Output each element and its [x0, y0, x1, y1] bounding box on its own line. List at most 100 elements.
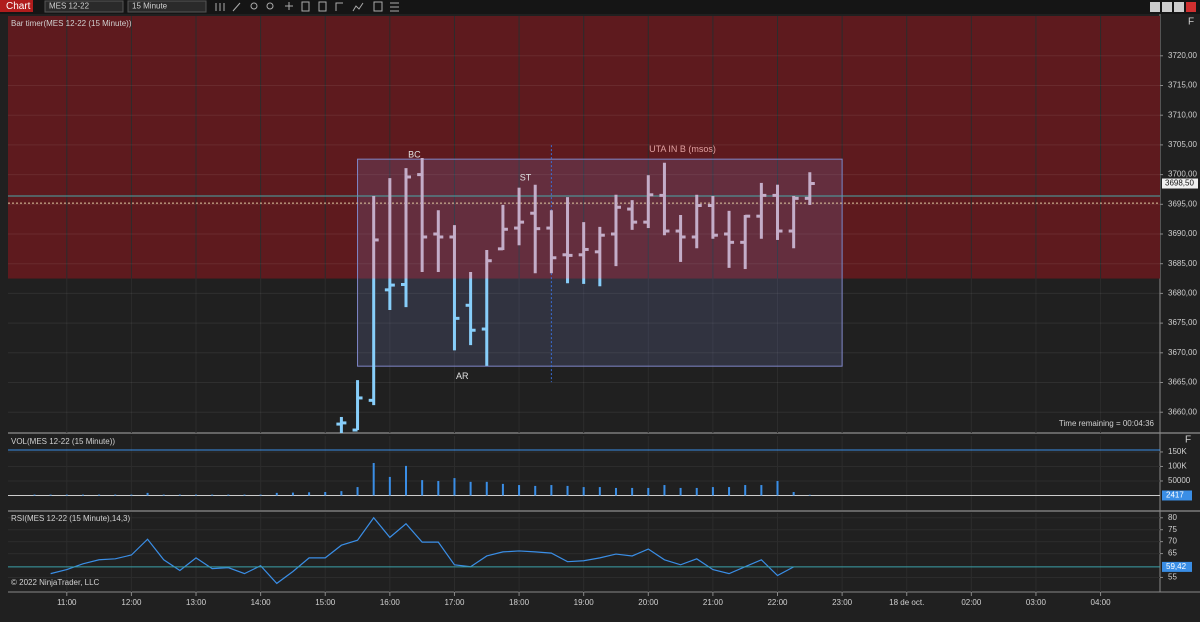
volume-bar — [469, 481, 472, 496]
volume-bar — [372, 462, 375, 496]
last-rsi-box — [1162, 561, 1192, 572]
panel-menu[interactable]: F — [1188, 17, 1194, 28]
y-tick-label: 3660,00 — [1168, 407, 1197, 416]
volume-bar — [81, 494, 84, 496]
volume-bar — [291, 492, 294, 496]
volume-bar — [114, 494, 117, 496]
annotation: UTA IN B (msos) — [649, 144, 716, 154]
y-tick-label: 3690,00 — [1168, 229, 1197, 238]
x-tick-label: 15:00 — [315, 598, 336, 607]
panel: BC ST AR UTA IN B (msos) — [8, 16, 1160, 433]
volume-bar — [275, 492, 278, 496]
volume-bar — [614, 487, 617, 496]
volume-bar — [308, 492, 311, 496]
volume-bar — [582, 487, 585, 496]
instrument-select[interactable] — [44, 0, 124, 13]
panel-title: RSI(MES 12-22 (15 Minute),14,3) — [11, 514, 130, 523]
volume-bar — [647, 487, 650, 496]
volume-bar — [33, 494, 36, 496]
volume-bar — [211, 494, 214, 496]
volume-bar — [227, 494, 230, 496]
y-tick-label: 65 — [1168, 549, 1177, 558]
interval-select[interactable] — [127, 0, 207, 13]
volume-bar — [534, 485, 537, 496]
chart-tab[interactable] — [0, 0, 33, 12]
plot-layer: BC ST AR UTA IN B (msos) 3660,00 3665,00 3670,… — [8, 16, 1198, 607]
y-tick-label: 3665,00 — [1168, 378, 1197, 387]
volume-bar — [776, 480, 779, 496]
x-tick-label: 17:00 — [444, 598, 465, 607]
volume-bar — [404, 465, 407, 496]
panel-menu[interactable]: F — [1185, 435, 1191, 446]
volume-bar — [550, 485, 553, 496]
last-volume-label: 2417 — [1166, 491, 1184, 500]
y-tick-label: 3705,00 — [1168, 140, 1197, 149]
volume-bar — [195, 494, 198, 496]
panel-title: VOL(MES 12-22 (15 Minute)) — [11, 437, 115, 446]
x-tick-label: 02:00 — [961, 598, 982, 607]
y-tick-label: 3700,00 — [1168, 170, 1197, 179]
x-tick-label: 19:00 — [574, 598, 595, 607]
x-tick-label: 22:00 — [767, 598, 788, 607]
annotation: AR — [456, 371, 469, 381]
x-tick-label: 23:00 — [832, 598, 853, 607]
volume-bar — [760, 485, 763, 496]
x-tick-label: 18 de oct. — [889, 598, 924, 607]
x-tick-label: 20:00 — [638, 598, 659, 607]
volume-bar — [728, 487, 731, 496]
x-tick-label: 14:00 — [251, 598, 272, 607]
panel-title: Bar timer(MES 12-22 (15 Minute)) — [11, 19, 132, 28]
panel — [8, 436, 1160, 510]
volume-bar — [421, 480, 424, 496]
y-tick-label: 3680,00 — [1168, 289, 1197, 298]
y-tick-label: 150K — [1168, 447, 1187, 456]
y-tick-label: 3715,00 — [1168, 81, 1197, 90]
toolbar-icons[interactable] — [215, 1, 399, 12]
y-tick-label: 3685,00 — [1168, 259, 1197, 268]
volume-bar — [98, 494, 101, 496]
volume-bar — [501, 483, 504, 496]
annotation: ST — [520, 173, 532, 183]
volume-bar — [711, 487, 714, 496]
last-rsi-label: 59,42 — [1166, 562, 1187, 571]
window-buttons[interactable] — [1150, 2, 1196, 12]
y-tick-label: 3670,00 — [1168, 348, 1197, 357]
volume-bar — [695, 487, 698, 496]
panel — [8, 513, 1160, 592]
volume-bar — [162, 494, 165, 496]
annotation: BC — [408, 149, 421, 159]
volume-bar — [598, 487, 601, 496]
toolbar — [0, 0, 1200, 14]
volume-bar — [324, 492, 327, 496]
x-tick-label: 03:00 — [1026, 598, 1047, 607]
y-tick-label: 70 — [1168, 537, 1177, 546]
y-tick-label: 50000 — [1168, 476, 1191, 485]
volume-bar — [808, 494, 811, 496]
x-tick-label: 13:00 — [186, 598, 207, 607]
time-remaining: Time remaining = 00:04:36 — [1059, 419, 1155, 428]
volume-bar — [744, 485, 747, 496]
x-tick-label: 21:00 — [703, 598, 724, 607]
y-tick-label: 80 — [1168, 513, 1177, 522]
volume-bar — [49, 494, 52, 496]
x-tick-label: 11:00 — [57, 598, 77, 607]
copyright: © 2022 NinjaTrader, LLC — [11, 578, 100, 587]
interval-label: 15 Minute — [132, 2, 168, 11]
last-price-label: 3698,50 — [1165, 179, 1194, 188]
y-tick-label: 100K — [1168, 462, 1187, 471]
y-tick-label: 3720,00 — [1168, 51, 1197, 60]
volume-bar — [243, 494, 246, 496]
volume-bar — [437, 480, 440, 496]
volume-bar — [631, 487, 634, 496]
last-price-box — [1162, 178, 1198, 189]
volume-bar — [566, 485, 569, 496]
volume-bar — [259, 494, 262, 496]
y-tick-label: 75 — [1168, 525, 1177, 534]
volume-bar — [178, 494, 181, 496]
y-tick-label: 3710,00 — [1168, 110, 1197, 119]
volume-bar — [485, 481, 488, 496]
last-volume-box — [1162, 490, 1192, 501]
y-tick-label: 3695,00 — [1168, 199, 1197, 208]
